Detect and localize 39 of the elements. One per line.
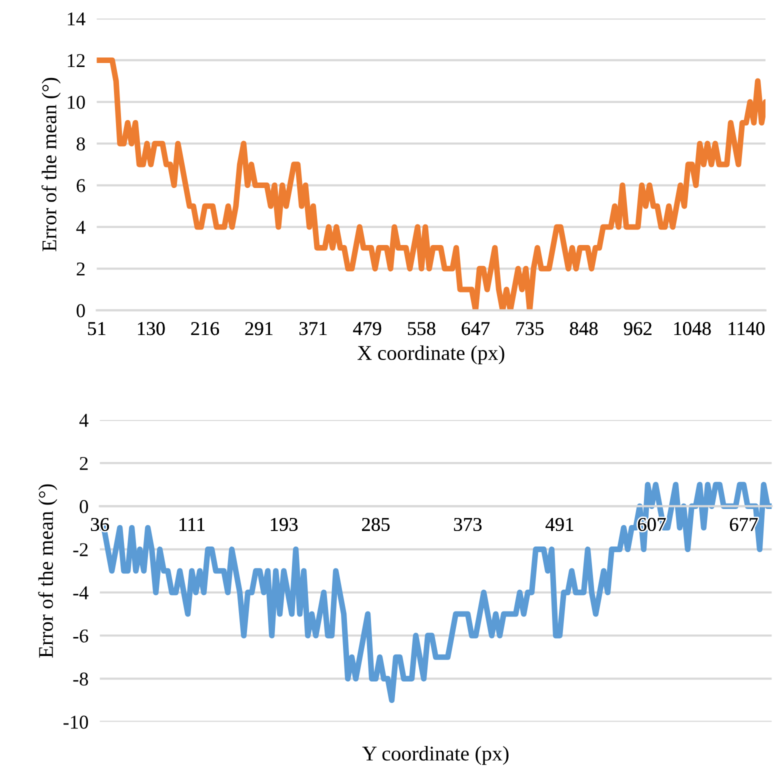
x-tick-label: 36: [91, 518, 109, 532]
y-tick-label: 8: [76, 137, 85, 151]
x-tick-label: 111: [180, 518, 205, 531]
x-tick-label: 216: [191, 322, 219, 336]
y-tick-label: 0: [80, 500, 88, 514]
y-axis-title: Error of the mean (°): [38, 484, 58, 658]
x-axis-title: Y coordinate (px): [362, 746, 508, 765]
y-axis-title: Error of the mean (°): [42, 78, 61, 252]
x-tick-label: 558: [408, 322, 436, 336]
y-tick-label: 2: [76, 262, 85, 276]
y-tick-label: -8: [73, 672, 88, 686]
x-tick-label: 130: [138, 322, 165, 336]
y-tick-label: -10: [64, 716, 88, 729]
x-tick-label: 193: [270, 518, 298, 532]
x-tick-label: 51: [88, 322, 106, 336]
y-tick-label: 4: [76, 220, 86, 234]
x-tick-label: 647: [462, 322, 490, 336]
x-tick-label: 848: [570, 322, 598, 336]
x-tick-label: 1048: [674, 322, 711, 336]
y-tick-label: 4: [79, 414, 88, 427]
x-tick-label: 291: [245, 322, 273, 336]
y-tick-label: 10: [68, 96, 85, 109]
x-tick-label: 371: [300, 322, 327, 336]
x-tick-label: 735: [516, 322, 544, 336]
y-tick-label: 0: [76, 304, 85, 318]
y-tick-label: 6: [76, 179, 86, 192]
x-axis-title: X coordinate (px): [358, 345, 504, 364]
x-tick-label: 1140: [728, 322, 764, 336]
y-tick-label: -4: [73, 586, 88, 600]
y-tick-label: -2: [73, 543, 88, 556]
x-tick-label: 479: [353, 322, 382, 336]
y-tick-label: -6: [73, 629, 88, 643]
x-tick-label: 373: [454, 518, 482, 532]
y-tick-label: 14: [68, 12, 86, 26]
x-tick-label: 491: [546, 518, 574, 532]
x-tick-label: 962: [624, 322, 652, 336]
x-tick-label: 285: [362, 518, 390, 532]
y-tick-label: 2: [80, 456, 88, 470]
y-tick-label: 12: [68, 54, 85, 67]
